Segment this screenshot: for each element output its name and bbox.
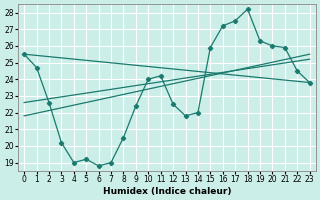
X-axis label: Humidex (Indice chaleur): Humidex (Indice chaleur) bbox=[103, 187, 231, 196]
